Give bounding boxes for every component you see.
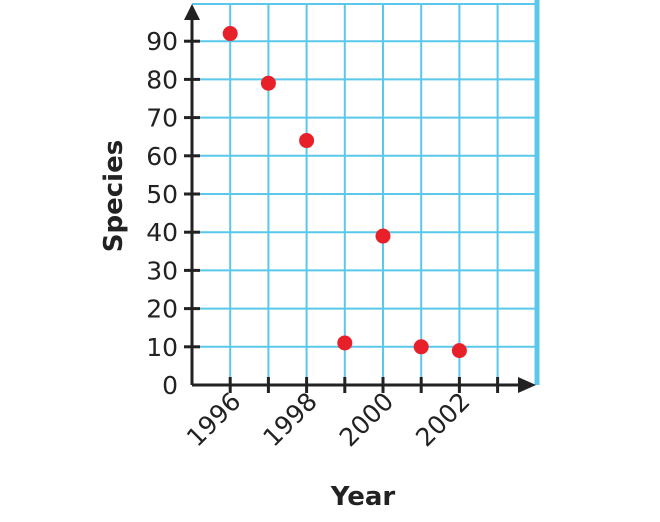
- y-tick-label: 10: [146, 333, 178, 362]
- y-tick-label: 60: [146, 142, 178, 171]
- data-point: [260, 75, 276, 91]
- y-tick-label: 70: [146, 104, 178, 133]
- x-tick-label: 1998: [257, 387, 322, 452]
- y-tick-label: 80: [146, 65, 178, 94]
- tick-labels: 0 10 20 30 40 50 60 70 80 90 1996 1998 2000 2002: [146, 27, 475, 452]
- x-tick-label: 2000: [334, 387, 399, 452]
- y-axis-title: Species: [99, 140, 129, 252]
- data-point: [222, 26, 238, 42]
- y-tick-label: 40: [146, 218, 178, 247]
- y-tick-label: 30: [146, 256, 178, 285]
- data-point: [375, 228, 391, 244]
- axes: [184, 4, 536, 393]
- y-tick-label: 90: [146, 27, 178, 56]
- data-point: [299, 133, 315, 149]
- data-points: [222, 26, 467, 359]
- y-tick-label: 50: [146, 180, 178, 209]
- data-point: [451, 343, 467, 359]
- y-tick-label: 0: [162, 371, 178, 400]
- x-axis-title: Year: [330, 482, 396, 512]
- grid-lines: [192, 0, 540, 385]
- y-axis-arrow: [184, 4, 200, 20]
- x-axis-arrow: [518, 377, 536, 393]
- x-tick-label: 2002: [410, 387, 475, 452]
- data-point: [413, 339, 429, 355]
- y-tick-label: 20: [146, 295, 178, 324]
- data-point: [337, 335, 353, 351]
- x-tick-label: 1996: [181, 387, 246, 452]
